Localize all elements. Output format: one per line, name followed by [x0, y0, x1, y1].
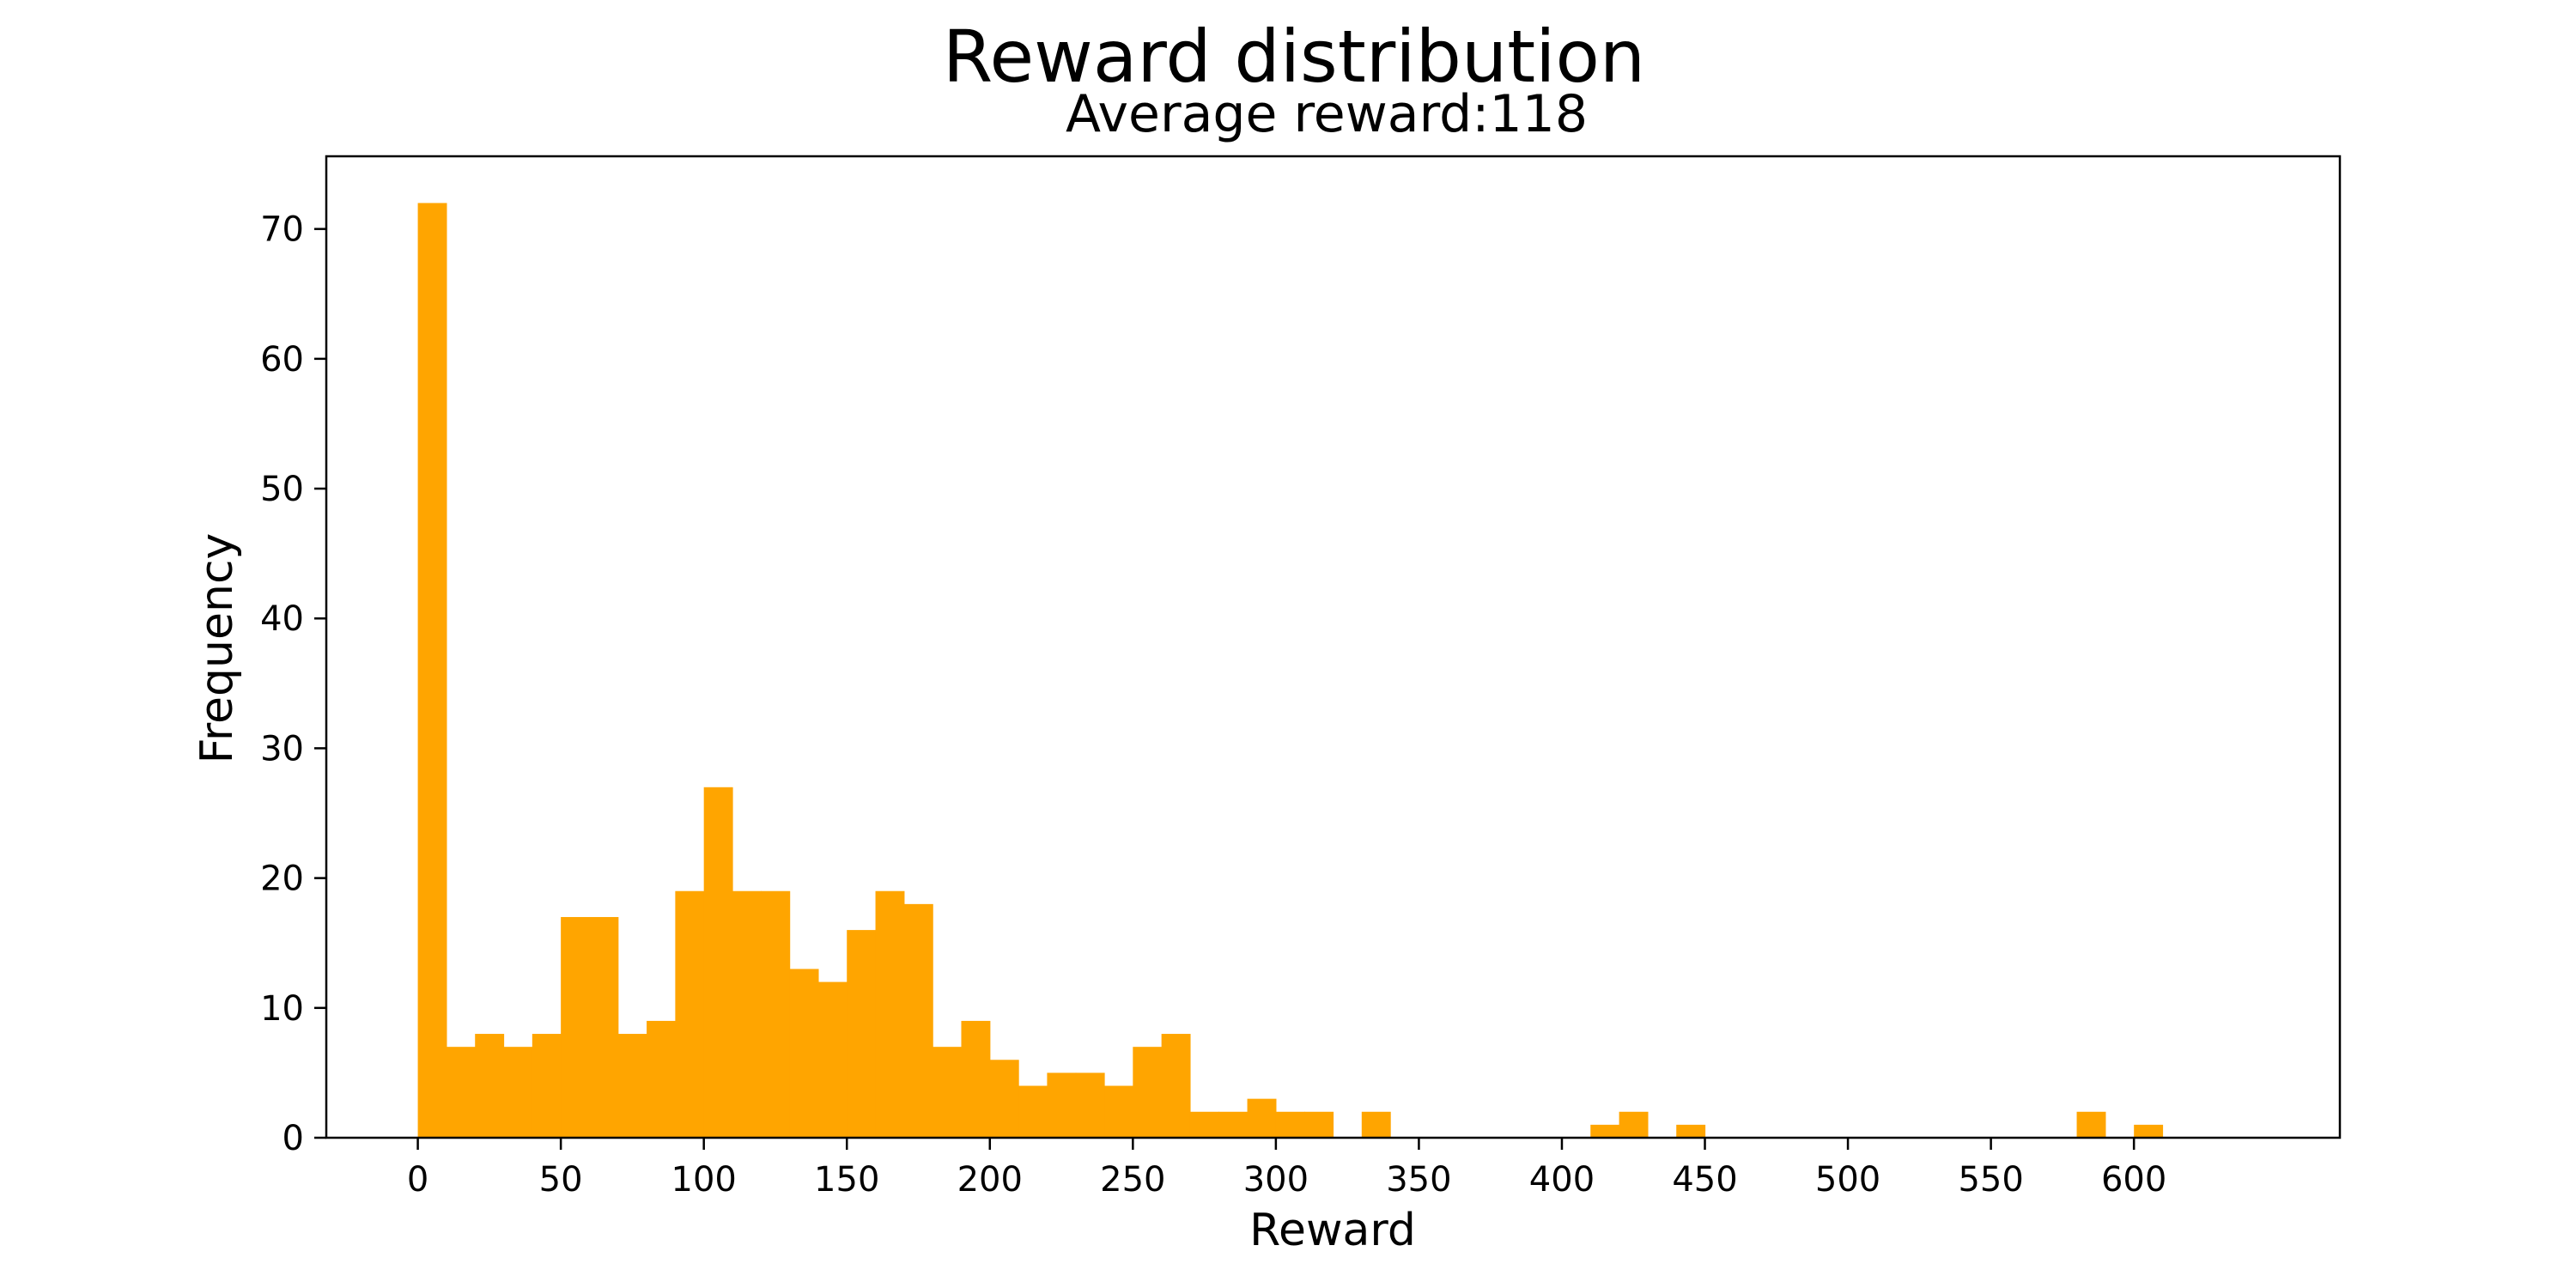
x-tick-label: 350 — [1386, 1160, 1451, 1200]
x-tick-label: 600 — [2101, 1160, 2166, 1200]
histogram-bar — [1676, 1124, 1706, 1138]
chart-subtitle: Average reward:118 — [1066, 84, 1588, 144]
histogram-bar — [647, 1020, 676, 1138]
histogram-bar — [561, 916, 591, 1138]
x-tick-label: 250 — [1100, 1160, 1165, 1200]
histogram-bar — [475, 1034, 505, 1138]
x-tick-label: 400 — [1529, 1160, 1595, 1200]
histogram-bar — [961, 1020, 991, 1138]
histogram-bar — [847, 930, 877, 1138]
plot-area-frame — [325, 155, 2342, 1139]
histogram-bar — [1218, 1111, 1249, 1138]
x-axis-ticks: 0 50 100 150 200 250 300 350 400 450 500 550 600 — [407, 1138, 2166, 1200]
histogram-bar — [989, 1060, 1019, 1138]
histogram-bar — [503, 1047, 533, 1138]
x-tick-label: 0 — [407, 1160, 428, 1200]
y-tick-label: 0 — [283, 1119, 304, 1158]
histogram-bar — [732, 890, 762, 1138]
histogram-bar — [675, 890, 705, 1138]
x-tick-label: 150 — [814, 1160, 879, 1200]
histogram-bar — [703, 787, 733, 1138]
histogram-bar — [789, 969, 819, 1138]
y-tick-label: 30 — [260, 729, 304, 769]
histogram-bar — [1590, 1124, 1620, 1138]
histogram-bar — [446, 1047, 476, 1138]
chart-title: Reward distribution — [943, 15, 1645, 99]
histogram-bar — [1133, 1047, 1163, 1138]
histogram-bar — [1104, 1085, 1133, 1138]
x-tick-label: 300 — [1243, 1160, 1309, 1200]
y-tick-label: 10 — [260, 989, 304, 1029]
y-axis-ticks: 0 10 20 30 40 50 60 70 — [260, 210, 326, 1158]
histogram-bar — [1189, 1111, 1219, 1138]
y-tick-label: 40 — [260, 599, 304, 639]
histogram-bar — [1075, 1072, 1105, 1138]
histogram-bar — [532, 1034, 562, 1138]
y-tick-label: 60 — [260, 340, 304, 380]
histogram-bar — [1047, 1072, 1077, 1138]
histogram-bar — [1275, 1111, 1305, 1138]
histogram-bar — [1361, 1111, 1391, 1138]
x-tick-label: 450 — [1672, 1160, 1737, 1200]
y-tick-label: 70 — [260, 210, 304, 250]
histogram-bar — [1018, 1085, 1048, 1138]
histogram-bar — [2076, 1111, 2106, 1138]
x-tick-label: 500 — [1815, 1160, 1880, 1200]
y-tick-label: 20 — [260, 860, 304, 899]
y-tick-label: 50 — [260, 470, 304, 509]
histogram-bar — [2134, 1124, 2164, 1138]
x-tick-label: 100 — [671, 1160, 737, 1200]
x-tick-label: 550 — [1958, 1160, 2023, 1200]
histogram-bar — [903, 903, 933, 1138]
x-axis-label: Reward — [1249, 1205, 1416, 1256]
histogram-bar — [933, 1047, 963, 1138]
histogram-bar — [875, 890, 905, 1138]
x-tick-label: 50 — [539, 1160, 583, 1200]
histogram-bars — [417, 203, 2164, 1138]
histogram-bar — [1619, 1111, 1649, 1138]
x-tick-label: 200 — [957, 1160, 1023, 1200]
y-axis-label: Frequency — [191, 533, 243, 764]
histogram-bar — [1304, 1111, 1334, 1138]
histogram-bar — [589, 916, 619, 1138]
histogram-bar — [1161, 1034, 1191, 1138]
histogram-bar — [417, 203, 447, 1138]
histogram-bar — [617, 1034, 647, 1138]
histogram-bar — [761, 890, 791, 1138]
histogram-bar — [817, 981, 848, 1138]
histogram-bar — [1247, 1098, 1277, 1138]
